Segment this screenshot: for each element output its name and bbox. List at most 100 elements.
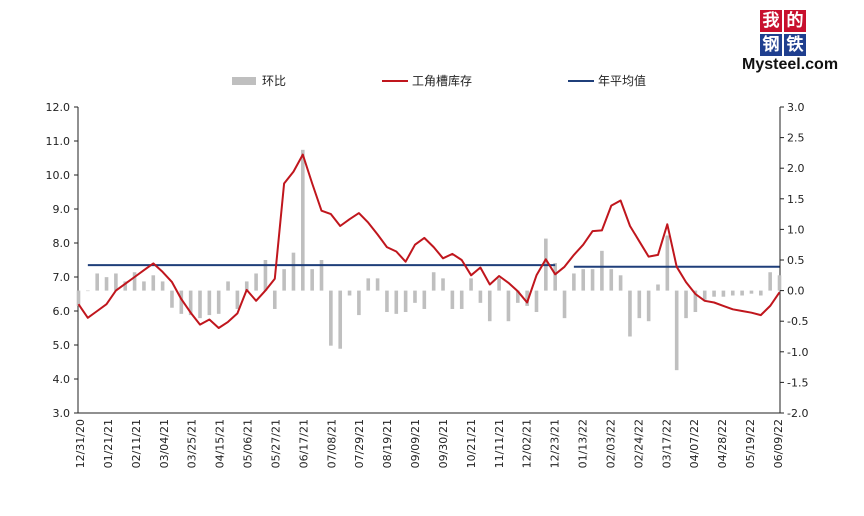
wow-bar [487, 290, 492, 322]
left-tick-label: 4.0 [53, 373, 71, 386]
x-tick-label: 04/07/22 [688, 419, 701, 468]
right-tick-label: 3.0 [787, 101, 805, 114]
x-tick-label: 11/11/21 [493, 419, 506, 468]
wow-bar [142, 281, 146, 291]
wow-bar [338, 290, 343, 349]
left-axis-ticks: 3.0 4.0 5.0 6.0 7.0 8.0 9.0 10.0 11.0 12.0 [46, 101, 78, 420]
wow-bar [637, 290, 642, 319]
wow-bar [656, 284, 660, 291]
legend-label: 工角槽库存 [412, 73, 472, 88]
wow-bar [413, 290, 417, 303]
wow-bar [114, 273, 118, 291]
right-tick-label: 1.0 [787, 223, 805, 236]
wow-bar [684, 290, 688, 319]
x-tick-label: 01/21/21 [102, 419, 115, 468]
legend: 环比 工角槽库存 年平均值 [232, 73, 646, 88]
wow-bar [291, 252, 296, 291]
wow-bar [282, 269, 286, 291]
x-tick-label: 01/13/22 [577, 419, 590, 468]
wow-bar [151, 275, 156, 291]
left-tick-label: 5.0 [53, 339, 71, 352]
wow-bar [469, 278, 473, 291]
x-tick-label: 04/15/21 [214, 419, 227, 468]
wow-bar [198, 290, 202, 319]
wow-bar [357, 290, 361, 316]
wow-bar [76, 290, 81, 306]
wow-bar [768, 272, 772, 291]
wow-bar [329, 290, 333, 346]
right-axis-ticks: -2.0 -1.5 -1.0 -0.5 0.0 0.5 1.0 1.5 2.0 2.5 3.0 [780, 101, 808, 420]
x-tick-label: 05/27/21 [269, 419, 282, 468]
wow-bar [515, 290, 520, 303]
legend-swatch-bar [232, 77, 256, 85]
inventory-line [77, 153, 781, 329]
logo-text: Mysteel.com [742, 56, 839, 73]
right-tick-label: 2.5 [787, 132, 805, 145]
right-tick-label: 0.0 [787, 285, 805, 298]
wow-bar [226, 281, 230, 291]
right-tick-label: -2.0 [787, 407, 808, 420]
right-tick-label: 2.0 [787, 162, 805, 175]
wow-bar [375, 278, 380, 291]
wow-bar [272, 290, 277, 309]
wow-bar [693, 290, 698, 313]
left-tick-label: 9.0 [53, 203, 71, 216]
wow-bar [730, 290, 735, 296]
wow-bar [366, 278, 371, 291]
inventory-polyline [77, 153, 781, 329]
wow-bar [553, 263, 557, 291]
legend-label: 环比 [262, 74, 286, 88]
x-tick-label: 04/28/22 [716, 419, 729, 468]
left-tick-label: 10.0 [46, 169, 71, 182]
x-tick-label: 05/19/22 [744, 419, 757, 468]
x-tick-label: 03/25/21 [186, 419, 199, 468]
wow-bar [235, 290, 240, 309]
logo-char-2: 的 [784, 10, 806, 32]
x-tick-label: 06/17/21 [297, 419, 310, 468]
wow-bar [132, 272, 137, 291]
wow-bar [497, 278, 501, 291]
wow-bar [600, 250, 604, 291]
wow-bar [254, 273, 258, 291]
x-axis-ticks: 12/31/20 01/21/21 02/11/21 03/04/21 03/25/21… [74, 419, 785, 468]
wow-bar [759, 290, 763, 296]
wow-bar [95, 273, 99, 291]
right-tick-label: -1.0 [787, 346, 808, 359]
wow-bar [170, 290, 174, 308]
wow-bar [749, 290, 754, 294]
wow-bar [179, 290, 184, 314]
wow-bar [441, 278, 445, 291]
x-tick-label: 02/24/22 [632, 419, 645, 468]
wow-bar [104, 277, 109, 291]
wow-bar [712, 290, 716, 297]
wow-bar [534, 290, 539, 313]
wow-bar [740, 290, 744, 296]
wow-bar [646, 290, 651, 322]
left-tick-label: 7.0 [53, 271, 71, 284]
wow-bar [590, 269, 595, 291]
wow-bar [572, 273, 576, 291]
right-tick-label: 0.5 [787, 254, 805, 267]
wow-bar [403, 290, 408, 313]
x-tick-label: 07/29/21 [353, 419, 366, 468]
right-tick-label: -1.5 [787, 376, 808, 389]
wow-bar [506, 290, 511, 322]
wow-bar [394, 290, 399, 314]
wow-bar [777, 275, 782, 291]
wow-bar [459, 290, 464, 309]
logo-char-4: 铁 [784, 34, 806, 56]
wow-change-bars [76, 149, 782, 371]
x-tick-label: 02/03/22 [605, 419, 618, 468]
x-tick-label: 02/11/21 [130, 419, 143, 468]
left-tick-label: 6.0 [53, 305, 71, 318]
x-tick-label: 12/02/21 [521, 419, 534, 468]
wow-bar [525, 290, 529, 306]
x-tick-label: 12/31/20 [74, 419, 87, 468]
wow-bar [674, 290, 679, 371]
wow-bar [450, 290, 455, 309]
wow-bar [702, 290, 707, 300]
wow-bar [562, 290, 567, 319]
mysteel-logo: 我 的 钢 铁 Mysteel.com [742, 8, 854, 73]
wow-bar [581, 269, 586, 291]
